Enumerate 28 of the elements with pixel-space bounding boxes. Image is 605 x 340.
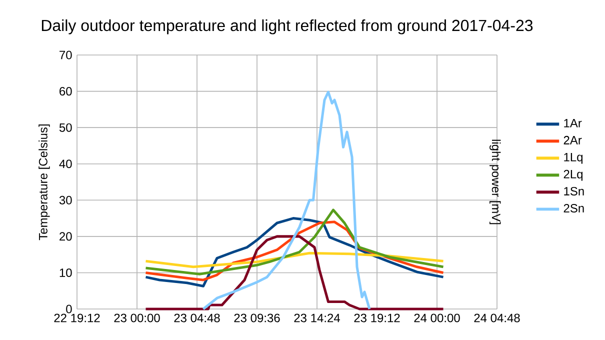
legend-label: 1Sn xyxy=(564,186,584,196)
y-tick-label: 20 xyxy=(60,232,72,241)
chart-title: Daily outdoor temperature and light reflected from ground 2017-04-23 xyxy=(42,19,533,34)
line-series xyxy=(144,235,445,310)
y-tick-label: 10 xyxy=(60,268,72,277)
y-tick-label: 60 xyxy=(60,87,72,96)
x-tick-label: 23 14:24 xyxy=(294,314,340,322)
x-tick-label: 23 04:48 xyxy=(174,314,220,322)
x-tick-label: 24 04:48 xyxy=(474,314,520,322)
y2-axis-title: light power [mV] xyxy=(490,140,501,224)
x-tick-label: 23 19:12 xyxy=(354,314,400,322)
y-tick-label: 70 xyxy=(60,50,72,60)
legend-label: 2Sn xyxy=(564,204,584,213)
y-tick-label: 0 xyxy=(66,304,72,314)
x-tick-label: 23 00:00 xyxy=(114,314,160,322)
y-tick-label: 30 xyxy=(59,196,72,204)
x-tick-label: 24 00:00 xyxy=(414,314,460,322)
legend-label: 2Ar xyxy=(564,136,582,144)
legend-label: 2Lq xyxy=(564,170,582,181)
legend-label: 1Ar xyxy=(564,119,582,128)
legend-label: 1Lq xyxy=(564,152,582,164)
line-series xyxy=(202,90,371,310)
line-series xyxy=(144,208,445,276)
x-tick-label: 22 19:12 xyxy=(54,314,100,322)
x-tick-label: 23 09:36 xyxy=(234,314,280,322)
y-tick-label: 50 xyxy=(59,123,72,132)
y-tick-label: 40 xyxy=(59,160,72,168)
y-axis-title: Temperature [Celsius] xyxy=(38,124,50,240)
